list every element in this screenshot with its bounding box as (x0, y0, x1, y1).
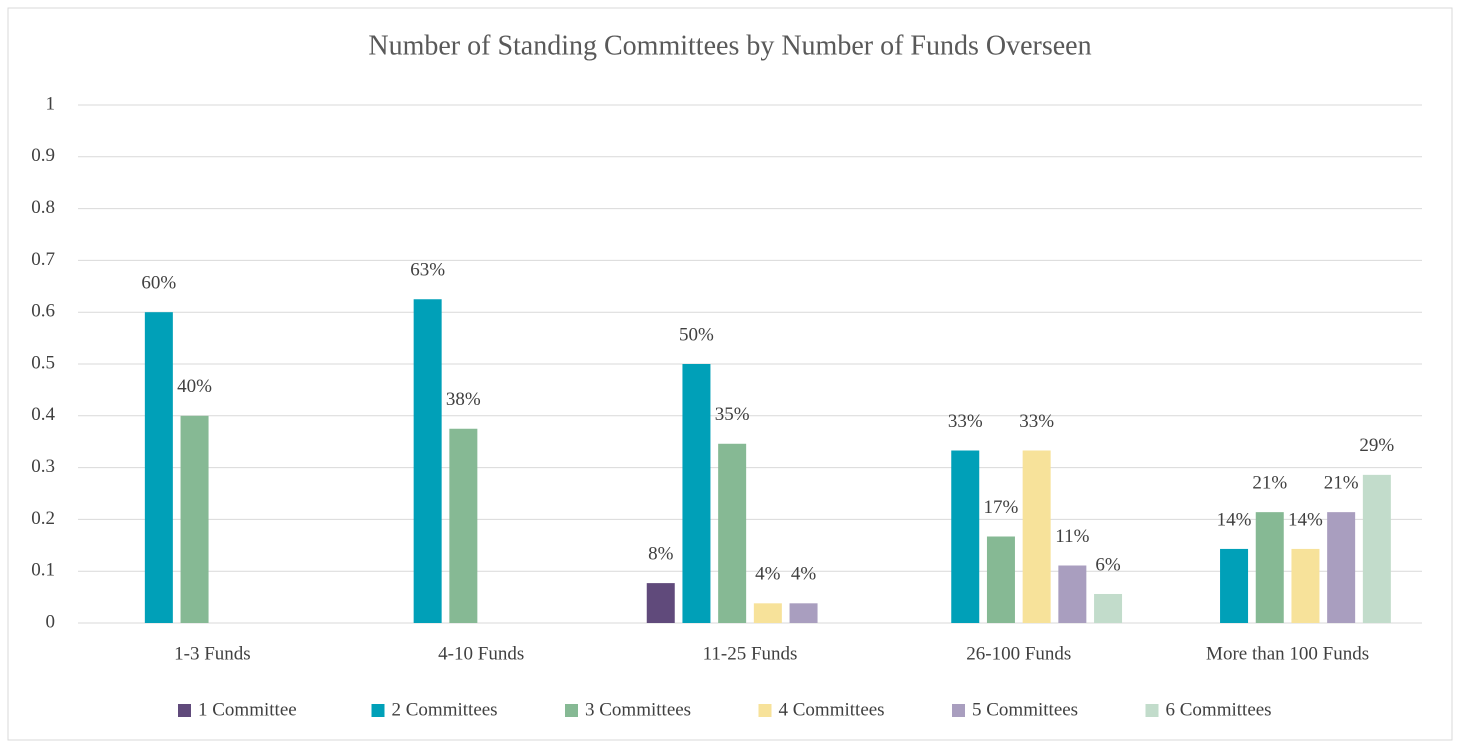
legend-label: 1 Committee (198, 699, 297, 720)
y-tick-label: 0.2 (31, 508, 55, 529)
data-label: 11% (1055, 526, 1089, 547)
y-tick-label: 0.1 (31, 560, 55, 581)
data-label: 14% (1288, 509, 1323, 530)
data-label: 60% (141, 273, 176, 294)
bar (1220, 548, 1249, 623)
bar (1022, 450, 1051, 623)
data-label: 8% (648, 543, 674, 564)
bar (789, 603, 818, 623)
y-tick-label: 0.5 (31, 352, 55, 373)
legend-label: 6 Committees (1166, 699, 1272, 720)
legend-label: 2 Committees (392, 699, 498, 720)
x-tick-label: 4-10 Funds (438, 643, 524, 664)
data-label: 14% (1217, 509, 1252, 530)
legend-label: 3 Committees (585, 699, 691, 720)
chart-frame (7, 7, 1453, 741)
y-tick-label: 0.7 (31, 249, 55, 270)
x-tick-label: 1-3 Funds (174, 643, 251, 664)
y-tick-label: 0.3 (31, 456, 55, 477)
data-label: 29% (1359, 435, 1394, 456)
y-tick-label: 0.4 (31, 404, 55, 425)
bar (413, 299, 442, 623)
data-label: 50% (679, 324, 714, 345)
data-label: 35% (715, 404, 750, 425)
bar (646, 583, 675, 623)
y-tick-label: 1 (46, 93, 56, 114)
bar (1058, 565, 1087, 623)
legend-swatch (565, 704, 578, 717)
data-label: 33% (948, 411, 983, 432)
bar (1255, 512, 1284, 623)
bar (144, 312, 173, 623)
bar (180, 415, 209, 623)
data-label: 63% (410, 260, 445, 281)
bar (1094, 593, 1123, 623)
y-tick-label: 0.9 (31, 145, 55, 166)
bar (1291, 548, 1320, 623)
bar (986, 536, 1015, 623)
data-label: 33% (1019, 411, 1054, 432)
legend-swatch (371, 704, 385, 717)
data-label: 21% (1252, 473, 1287, 494)
legend-swatch (1145, 704, 1159, 717)
data-label: 4% (791, 564, 817, 585)
data-label: 4% (755, 564, 781, 585)
bar (718, 443, 747, 623)
x-tick-label: 26-100 Funds (966, 643, 1071, 664)
x-tick-label: 11-25 Funds (703, 643, 798, 664)
x-tick-label: More than 100 Funds (1206, 643, 1369, 664)
data-label: 17% (984, 497, 1019, 518)
y-tick-label: 0.6 (31, 301, 55, 322)
y-tick-label: 0.8 (31, 197, 55, 218)
legend-label: 4 Committees (779, 699, 885, 720)
bar (449, 428, 478, 623)
data-label: 38% (446, 389, 481, 410)
bar (753, 603, 782, 623)
bar (1362, 474, 1391, 623)
legend-swatch (952, 704, 965, 717)
legend-label: 5 Committees (972, 699, 1078, 720)
bar (951, 450, 980, 623)
data-label: 40% (177, 376, 212, 397)
data-label: 21% (1324, 473, 1359, 494)
bar (1327, 512, 1356, 623)
legend-swatch (758, 704, 772, 717)
y-tick-label: 0 (46, 611, 56, 632)
data-label: 6% (1095, 554, 1121, 575)
chart-title: Number of Standing Committees by Number … (368, 30, 1091, 61)
bar (682, 364, 711, 623)
legend-swatch (178, 704, 191, 717)
